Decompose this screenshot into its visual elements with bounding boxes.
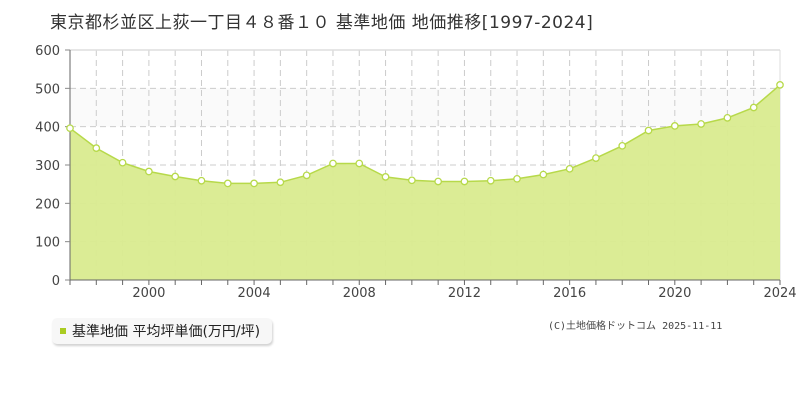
- data-point[interactable]: [697, 120, 705, 128]
- data-point[interactable]: [434, 177, 442, 186]
- data-point[interactable]: [723, 114, 732, 122]
- data-point[interactable]: [565, 164, 574, 173]
- data-point[interactable]: [776, 81, 784, 89]
- x-tick-label: 2016: [553, 286, 586, 301]
- legend-label: 基準地価 平均坪単価(万円/坪): [72, 324, 261, 340]
- data-point[interactable]: [171, 172, 180, 181]
- data-point[interactable]: [539, 170, 548, 179]
- data-point[interactable]: [329, 159, 337, 168]
- y-tick-label: 300: [35, 159, 60, 174]
- data-point[interactable]: [513, 174, 521, 183]
- data-point[interactable]: [592, 154, 600, 162]
- data-point[interactable]: [145, 167, 153, 176]
- x-axis-labels: 2000 2004 2008 2012 2016 2020 2024: [132, 286, 796, 301]
- y-tick-label: 0: [52, 274, 60, 289]
- data-point[interactable]: [250, 179, 258, 188]
- y-tick-label: 200: [35, 197, 60, 212]
- data-point[interactable]: [460, 177, 469, 186]
- data-point[interactable]: [670, 122, 679, 130]
- data-point[interactable]: [118, 158, 127, 167]
- y-tick-label: 500: [35, 82, 60, 97]
- y-tick-label: 100: [35, 236, 60, 251]
- data-point[interactable]: [223, 179, 232, 188]
- data-point[interactable]: [302, 171, 311, 180]
- data-point[interactable]: [486, 176, 495, 185]
- series-line: [69, 84, 781, 185]
- area-fill: [70, 84, 780, 281]
- legend[interactable]: 基準地価 平均坪単価(万円/坪): [52, 318, 273, 344]
- copyright-text: (C)土地価格ドットコム 2025-11-11: [548, 321, 723, 332]
- data-point[interactable]: [749, 103, 758, 112]
- x-tick-label: 2004: [238, 286, 271, 301]
- y-axis-labels: 0 100 200 300 400 500 600: [35, 44, 60, 289]
- x-tick-label: 2024: [763, 286, 796, 301]
- data-point[interactable]: [92, 144, 101, 152]
- data-point[interactable]: [644, 126, 653, 135]
- data-point[interactable]: [618, 141, 627, 150]
- y-tick-label: 600: [35, 44, 60, 59]
- x-tick-label: 2012: [448, 286, 481, 301]
- data-point[interactable]: [66, 124, 74, 133]
- legend-swatch-icon: [60, 328, 66, 334]
- data-point[interactable]: [408, 176, 416, 185]
- data-point[interactable]: [381, 173, 390, 181]
- data-point[interactable]: [276, 178, 285, 187]
- data-point[interactable]: [355, 159, 364, 168]
- x-tick-label: 2000: [132, 286, 165, 301]
- x-tick-label: 2020: [658, 286, 691, 301]
- data-points: [66, 81, 784, 188]
- x-tick-label: 2008: [343, 286, 376, 301]
- chart-title: 東京都杉並区上荻一丁目４８番１０ 基準地価 地価推移[1997-2024]: [50, 13, 594, 33]
- y-tick-label: 400: [35, 121, 60, 136]
- area-chart: 0 100 200 300 400 500 600 2000 2004 2008 2012 2016…: [35, 44, 796, 301]
- data-point[interactable]: [197, 176, 206, 185]
